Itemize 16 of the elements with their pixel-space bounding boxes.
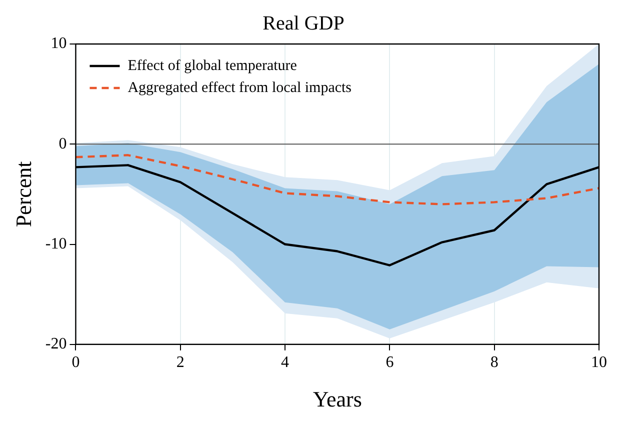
- x-tick-label: 4: [281, 354, 290, 372]
- x-axis-title: Years: [312, 386, 362, 412]
- x-tick-label: 0: [72, 354, 80, 372]
- x-tick-label: 6: [386, 354, 394, 372]
- legend-label: Effect of global temperature: [128, 58, 298, 74]
- legend-label: Aggregated effect from local impacts: [128, 80, 352, 96]
- line-series: [76, 154, 599, 206]
- y-axis-title: Percent: [10, 161, 36, 228]
- x-tick-label: 2: [176, 354, 184, 372]
- y-tick-label: -10: [45, 235, 67, 252]
- x-tick-label: 10: [591, 354, 607, 372]
- chart-title: Real GDP: [262, 12, 344, 34]
- y-tick-label: -20: [45, 336, 67, 353]
- x-tick-label: 8: [490, 354, 498, 372]
- y-tick-label: 0: [58, 135, 67, 152]
- y-tick-label: 10: [50, 35, 67, 52]
